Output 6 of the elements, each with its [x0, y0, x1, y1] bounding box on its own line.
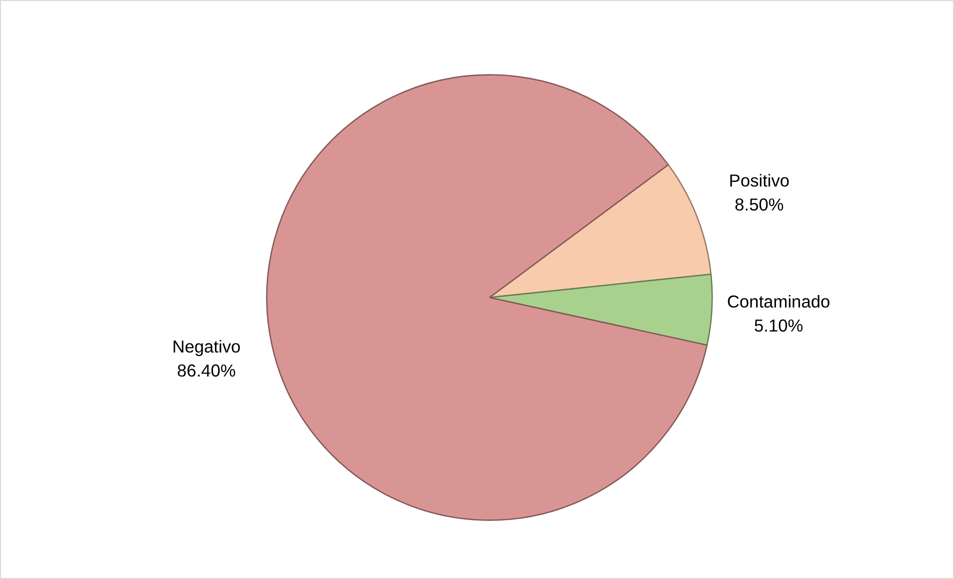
slice-label: Contaminado [727, 292, 830, 312]
data-label: 5.10% [754, 316, 804, 336]
data-label: 86.40% [177, 360, 236, 380]
slice-label: Negativo [172, 336, 241, 356]
slice-label: Positivo [728, 170, 790, 190]
data-label: 8.50% [734, 194, 784, 214]
